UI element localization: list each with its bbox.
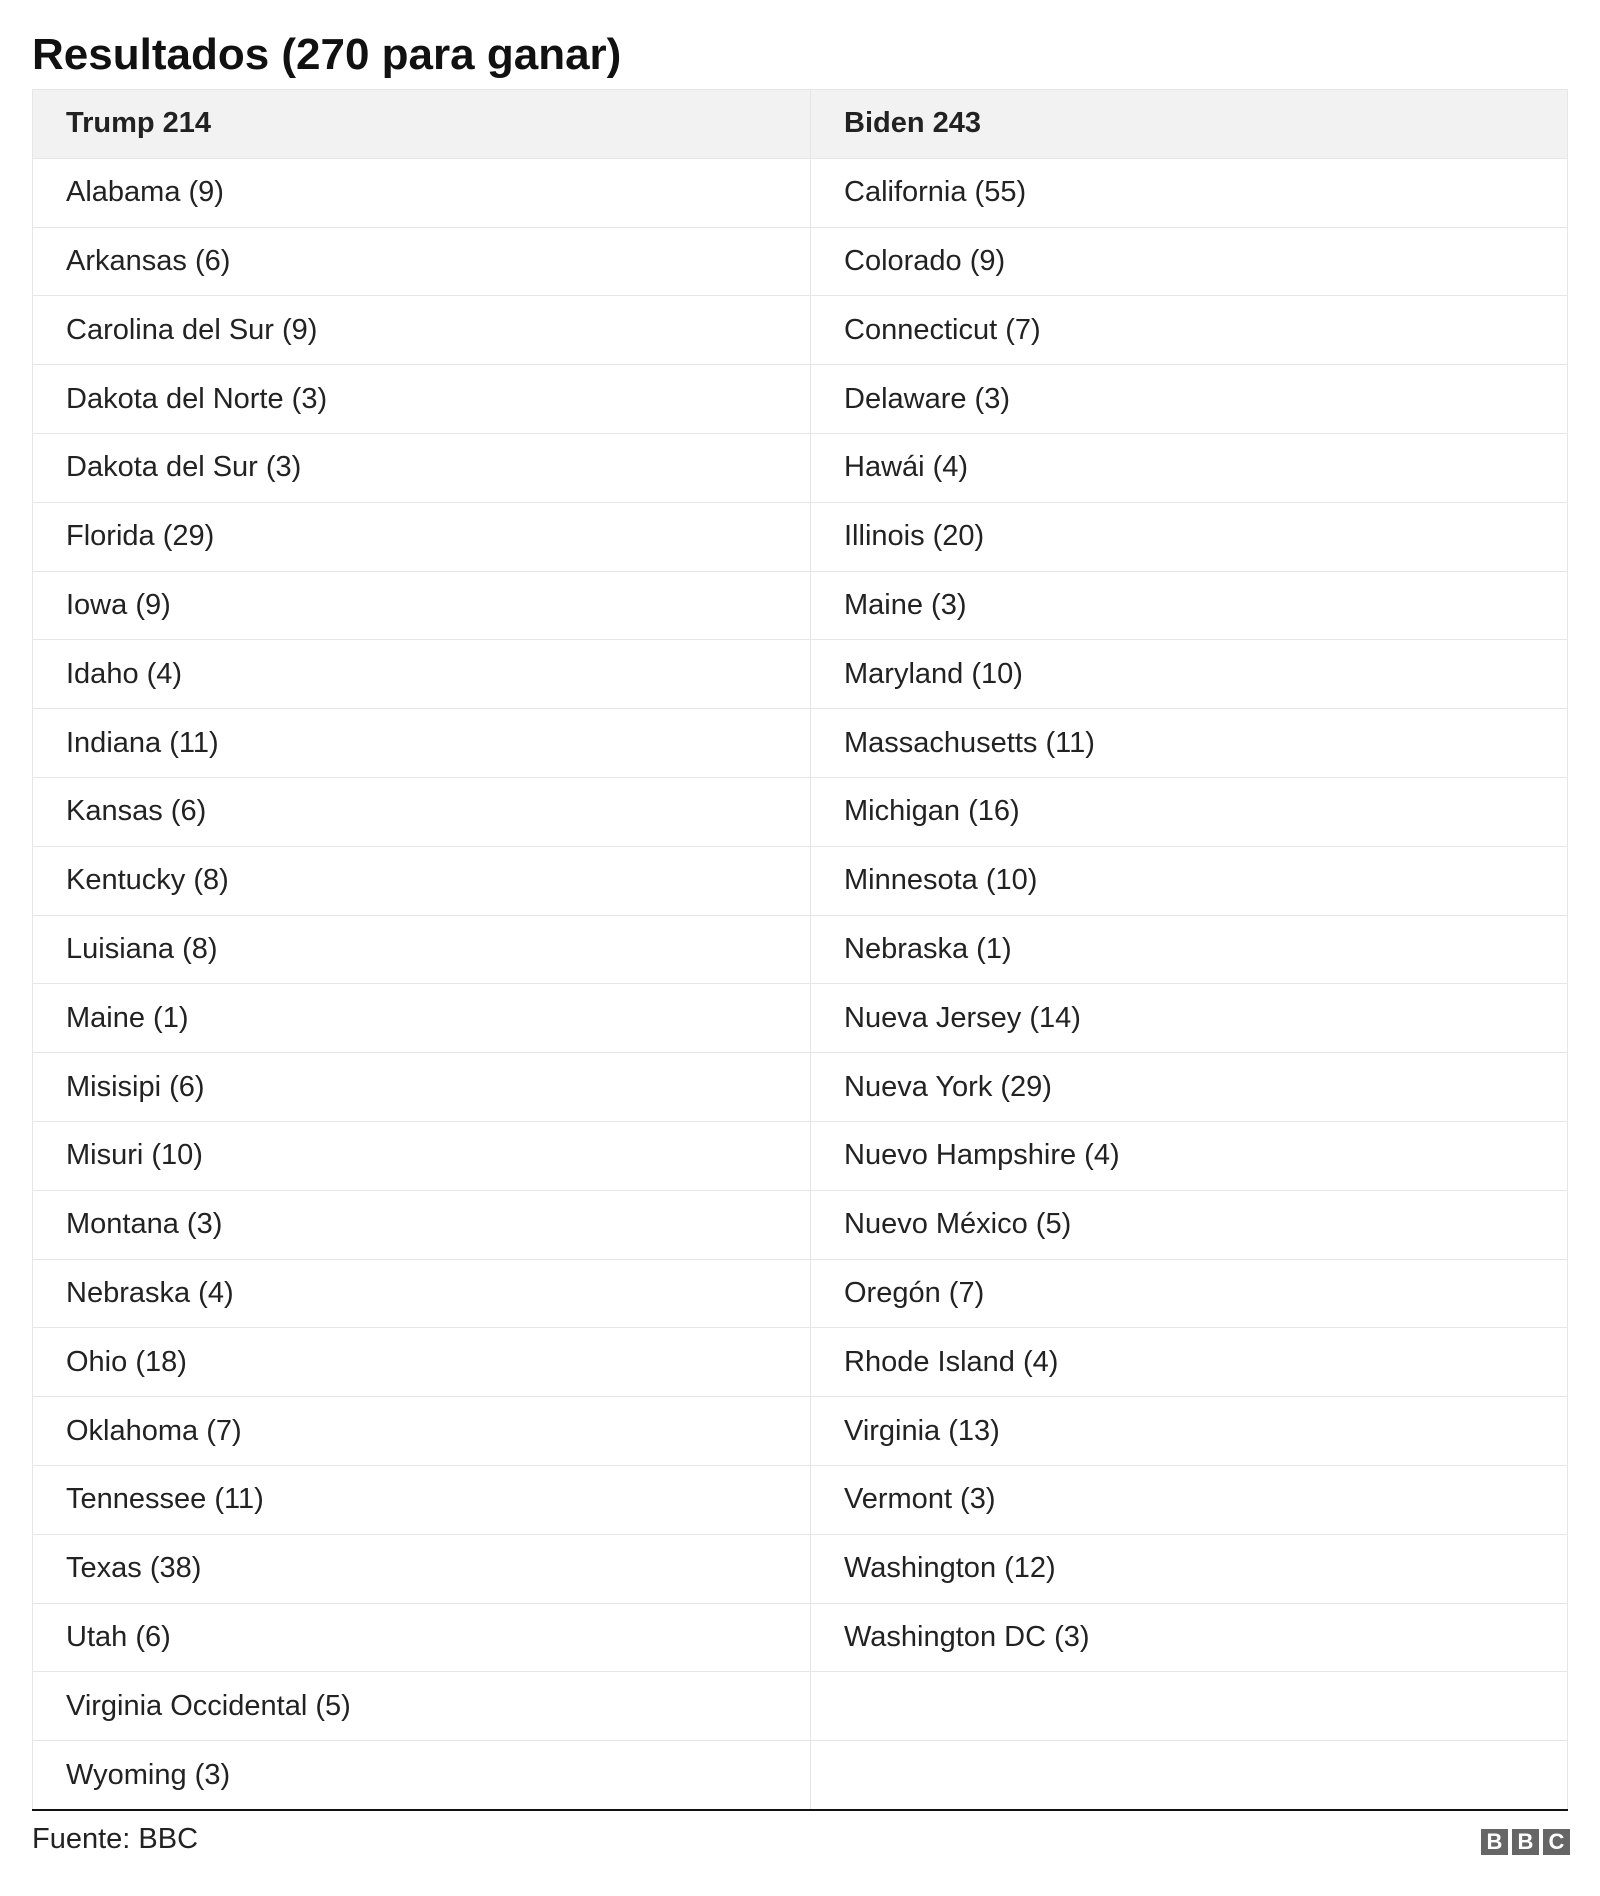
trump-state-cell: Iowa (9)	[33, 571, 811, 640]
table-row: Wyoming (3)	[33, 1741, 1567, 1810]
biden-state-cell: Colorado (9)	[844, 244, 1006, 277]
biden-state-cell: Washington (12)	[844, 1552, 1056, 1585]
table-row: Maine (1) Nueva Jersey (14)	[33, 984, 1567, 1054]
trump-state-cell: Maine (1)	[33, 984, 811, 1053]
table-row: Misuri (10) Nuevo Hampshire (4)	[33, 1121, 1567, 1191]
header-biden: Biden 243	[844, 107, 981, 140]
biden-state-cell: Connecticut (7)	[844, 313, 1041, 346]
biden-state-cell: Maryland (10)	[844, 657, 1023, 690]
biden-state-cell: Minnesota (10)	[844, 864, 1038, 897]
table-row: Arkansas (6) Colorado (9)	[33, 227, 1567, 297]
header-trump: Trump 214	[33, 90, 811, 158]
biden-state-cell: Virginia (13)	[844, 1414, 1000, 1447]
table-row: Utah (6) Washington DC (3)	[33, 1603, 1567, 1673]
biden-state-cell: Nueva Jersey (14)	[844, 1001, 1081, 1034]
table-row: Virginia Occidental (5)	[33, 1672, 1567, 1742]
table-header: Trump 214 Biden 243	[33, 90, 1567, 159]
biden-state-cell: Oregón (7)	[844, 1276, 985, 1309]
biden-state-cell: Rhode Island (4)	[844, 1345, 1059, 1378]
table-row: Luisiana (8) Nebraska (1)	[33, 915, 1567, 985]
trump-state-cell: Alabama (9)	[33, 158, 811, 227]
biden-state-cell: Nebraska (1)	[844, 932, 1012, 965]
source-note: Fuente: BBC	[32, 1823, 199, 1855]
biden-state-cell: Hawái (4)	[844, 451, 969, 484]
table-row: Indiana (11) Massachusetts (11)	[33, 709, 1567, 778]
table-row: Idaho (4) Maryland (10)	[33, 640, 1567, 710]
table-row: Kansas (6) Michigan (16)	[33, 777, 1567, 847]
trump-state-cell: Nebraska (4)	[33, 1259, 811, 1328]
table-row: Dakota del Norte (3) Delaware (3)	[33, 365, 1567, 434]
table-row: Kentucky (8) Minnesota (10)	[33, 846, 1567, 916]
biden-state-cell: Washington DC (3)	[844, 1620, 1090, 1653]
table-row: Carolina del Sur (9) Connecticut (7)	[33, 296, 1567, 366]
biden-state-cell: Vermont (3)	[844, 1483, 996, 1516]
trump-state-cell: Indiana (11)	[33, 709, 811, 777]
table-row: Alabama (9) California (55)	[33, 158, 1567, 228]
trump-state-cell: Misuri (10)	[33, 1121, 811, 1190]
biden-state-cell: Nueva York (29)	[844, 1070, 1052, 1103]
trump-state-cell: Tennessee (11)	[33, 1465, 811, 1534]
biden-state-cell: California (55)	[844, 176, 1027, 209]
trump-state-cell: Utah (6)	[33, 1603, 811, 1672]
trump-state-cell: Luisiana (8)	[33, 915, 811, 984]
trump-state-cell: Texas (38)	[33, 1534, 811, 1603]
table-row: Dakota del Sur (3) Hawái (4)	[33, 433, 1567, 503]
biden-state-cell: Nuevo México (5)	[844, 1208, 1072, 1241]
biden-state-cell: Illinois (20)	[844, 520, 985, 553]
trump-state-cell: Arkansas (6)	[33, 227, 811, 296]
table-row: Montana (3) Nuevo México (5)	[33, 1190, 1567, 1260]
bbc-logo: B B C	[1481, 1829, 1570, 1855]
trump-state-cell: Dakota del Norte (3)	[33, 365, 811, 433]
trump-state-cell: Carolina del Sur (9)	[33, 296, 811, 365]
biden-state-cell	[811, 1741, 1567, 1809]
table-row: Ohio (18) Rhode Island (4)	[33, 1328, 1567, 1398]
biden-state-cell: Michigan (16)	[844, 795, 1020, 828]
table-row: Oklahoma (7) Virginia (13)	[33, 1397, 1567, 1466]
results-table: Trump 214 Biden 243 Alabama (9) Californi…	[32, 89, 1568, 1810]
table-row: Tennessee (11) Vermont (3)	[33, 1465, 1567, 1535]
trump-state-cell: Ohio (18)	[33, 1328, 811, 1397]
biden-state-cell: Massachusetts (11)	[844, 726, 1095, 759]
table-row: Nebraska (4) Oregón (7)	[33, 1259, 1567, 1329]
logo-letter: B	[1512, 1829, 1539, 1855]
biden-state-cell: Delaware (3)	[844, 382, 1010, 415]
trump-state-cell: Dakota del Sur (3)	[33, 433, 811, 502]
trump-state-cell: Idaho (4)	[33, 640, 811, 709]
trump-state-cell: Oklahoma (7)	[33, 1397, 811, 1465]
logo-letter: B	[1481, 1829, 1508, 1855]
trump-state-cell: Wyoming (3)	[33, 1741, 811, 1809]
table-row: Texas (38) Washington (12)	[33, 1534, 1567, 1604]
trump-state-cell: Kansas (6)	[33, 777, 811, 846]
trump-state-cell: Kentucky (8)	[33, 846, 811, 915]
table-row: Misisipi (6) Nueva York (29)	[33, 1053, 1567, 1122]
table-row: Iowa (9) Maine (3)	[33, 571, 1567, 641]
logo-letter: C	[1543, 1829, 1570, 1855]
trump-state-cell: Florida (29)	[33, 502, 811, 571]
biden-state-cell: Maine (3)	[844, 588, 967, 621]
table-row: Florida (29) Illinois (20)	[33, 502, 1567, 572]
page-title: Resultados (270 para ganar)	[32, 30, 622, 79]
biden-state-cell	[811, 1672, 1567, 1740]
biden-state-cell: Nuevo Hampshire (4)	[844, 1139, 1120, 1172]
trump-state-cell: Montana (3)	[33, 1190, 811, 1259]
divider	[32, 1809, 1568, 1811]
trump-state-cell: Misisipi (6)	[33, 1053, 811, 1121]
trump-state-cell: Virginia Occidental (5)	[33, 1672, 811, 1741]
